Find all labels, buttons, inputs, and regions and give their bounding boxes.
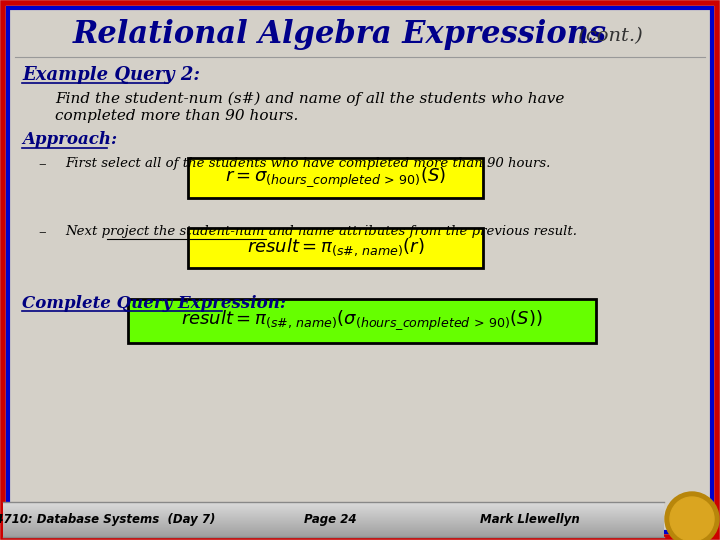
Circle shape	[665, 492, 719, 540]
Bar	[3, 516, 664, 517]
Text: $r = \sigma_{(hours\_completed\,>\,90)}(S)$: $r = \sigma_{(hours\_completed\,>\,90)}(…	[225, 165, 446, 189]
Text: Relational Algebra Expressions: Relational Algebra Expressions	[73, 19, 607, 51]
Text: First select all of the students who have completed more than 90 hours.: First select all of the students who hav…	[65, 158, 550, 171]
Text: Approach:: Approach:	[22, 132, 117, 148]
Bar	[3, 524, 664, 525]
Text: $result = \pi_{(s\#,\,name)}(r)$: $result = \pi_{(s\#,\,name)}(r)$	[246, 236, 424, 258]
Bar	[3, 527, 664, 528]
Bar	[3, 536, 664, 537]
Text: COP 4710: Database Systems  (Day 7): COP 4710: Database Systems (Day 7)	[0, 512, 216, 525]
FancyBboxPatch shape	[128, 299, 596, 343]
Bar	[3, 530, 664, 531]
Text: (cont.): (cont.)	[572, 27, 643, 45]
Bar	[3, 532, 664, 533]
Bar	[3, 512, 664, 513]
Bar	[3, 517, 664, 518]
Bar	[3, 529, 664, 530]
Text: $result = \pi_{(s\#,\,name)}(\sigma_{(hours\_completed\,>\,90)}(S))$: $result = \pi_{(s\#,\,name)}(\sigma_{(ho…	[181, 308, 543, 332]
Bar	[3, 513, 664, 514]
Bar	[3, 523, 664, 524]
Text: –: –	[38, 225, 46, 239]
Bar	[3, 534, 664, 535]
Circle shape	[670, 497, 714, 540]
Bar	[3, 533, 664, 534]
Text: Next project the student-num and name attributes from the previous result.: Next project the student-num and name at…	[65, 226, 577, 239]
Bar	[3, 525, 664, 526]
Bar	[3, 518, 664, 519]
Bar	[3, 508, 664, 509]
Text: –: –	[38, 157, 46, 171]
Text: Page 24: Page 24	[304, 512, 356, 525]
Bar	[3, 521, 664, 522]
Bar	[3, 504, 664, 505]
FancyBboxPatch shape	[3, 3, 717, 537]
FancyBboxPatch shape	[188, 228, 483, 268]
FancyBboxPatch shape	[8, 8, 712, 532]
Bar	[3, 528, 664, 529]
Bar	[3, 505, 664, 506]
Text: Find the student-num (s#) and name of all the students who have: Find the student-num (s#) and name of al…	[55, 92, 564, 106]
Bar	[3, 509, 664, 510]
Bar	[3, 535, 664, 536]
Bar	[3, 520, 664, 521]
Text: Example Query 2:: Example Query 2:	[22, 66, 200, 84]
Bar	[3, 510, 664, 511]
Bar	[3, 502, 664, 503]
Text: completed more than 90 hours.: completed more than 90 hours.	[55, 109, 298, 123]
Bar	[3, 526, 664, 527]
Bar	[3, 514, 664, 515]
Bar	[3, 506, 664, 507]
Text: Complete Query Expression:: Complete Query Expression:	[22, 294, 286, 312]
Text: Mark Llewellyn: Mark Llewellyn	[480, 512, 580, 525]
Bar	[3, 507, 664, 508]
Bar	[3, 522, 664, 523]
Bar	[3, 515, 664, 516]
Bar	[3, 511, 664, 512]
Bar	[3, 519, 664, 520]
Bar	[3, 503, 664, 504]
Bar	[3, 531, 664, 532]
FancyBboxPatch shape	[188, 158, 483, 198]
